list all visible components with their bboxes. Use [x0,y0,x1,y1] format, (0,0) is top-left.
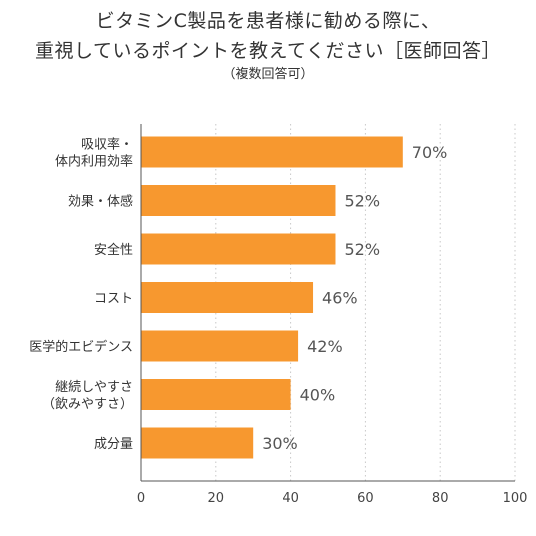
bar [141,379,291,410]
bar [141,330,299,362]
value-label: 52% [344,240,380,259]
category-label: 成分量 [94,437,133,452]
value-label: 30% [262,434,298,453]
category-label: コスト [94,292,133,307]
category-label: 体内利用効率 [55,154,133,170]
chart-title-block: ビタミンC製品を患者様に勧める際に、 重視しているポイントを教えてください［医師… [0,6,536,84]
bar [141,233,336,265]
category-label: 吸収率・ [81,137,133,153]
chart-subtitle: （複数回答可） [222,67,314,82]
bar [141,136,403,168]
bar [141,427,254,459]
x-tick-label: 60 [357,491,374,506]
bar [141,282,314,313]
value-label: 42% [307,337,343,356]
category-label: 安全性 [94,242,133,258]
category-label: （飲みやすさ） [42,396,133,412]
value-label: 40% [300,386,336,405]
x-tick-label: 40 [282,491,299,506]
x-tick-label: 20 [208,491,225,506]
x-tick-label: 0 [137,491,145,506]
chart-title-line-1: ビタミンC製品を患者様に勧める際に、 [95,10,441,32]
category-label: 医学的エビデンス [29,339,133,355]
value-label: 52% [344,192,380,211]
chart-title-line-2: 重視しているポイントを教えてください［医師回答］ [35,40,501,62]
bar [141,185,336,216]
value-label: 46% [322,289,358,308]
x-tick-label: 80 [432,491,449,506]
category-label: 継続しやすさ [55,380,133,395]
category-label: 効果・体感 [68,194,133,210]
x-tick-label: 100 [503,491,528,506]
value-label: 70% [412,143,448,162]
